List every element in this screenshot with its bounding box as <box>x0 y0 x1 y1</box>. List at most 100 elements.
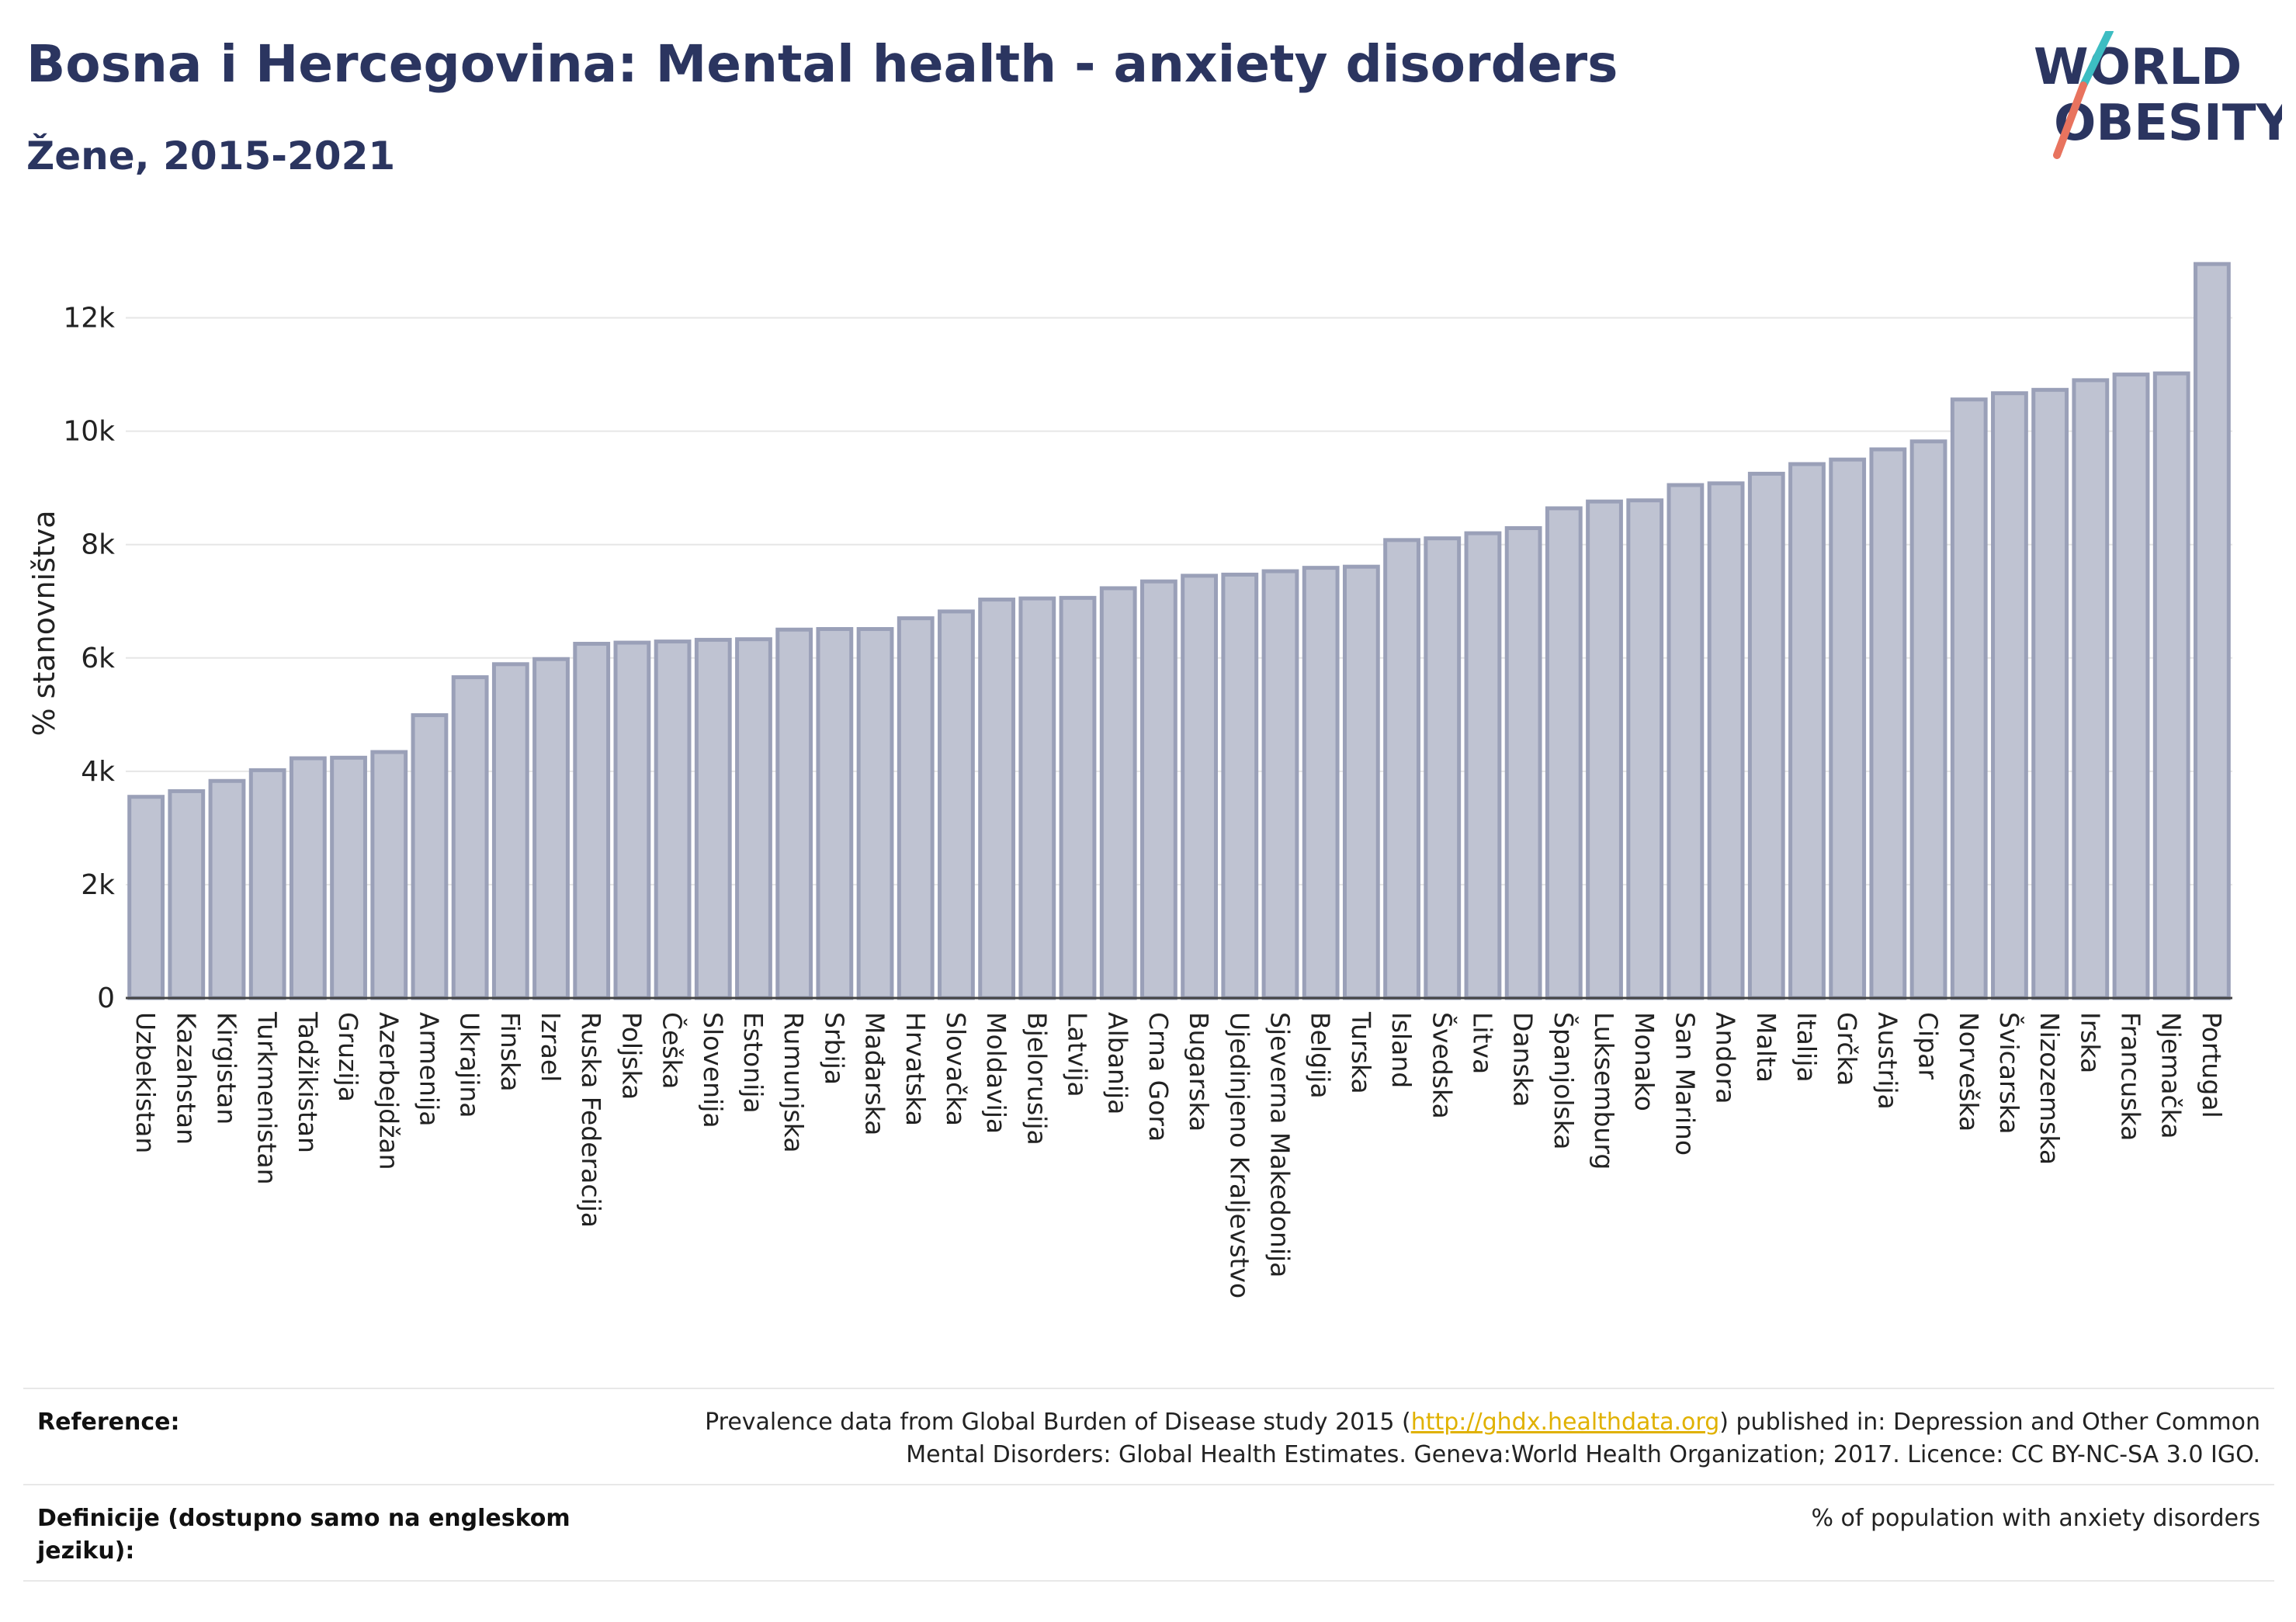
x-tick-label: Ukrajina <box>455 1012 485 1118</box>
x-tick-label: Monako <box>1629 1012 1660 1111</box>
x-tick-label: Belgija <box>1306 1012 1336 1099</box>
bar <box>2072 378 2110 1000</box>
x-tick-label: Irska <box>2075 1012 2105 1073</box>
x-tick-label: Švedska <box>1427 1012 1458 1119</box>
bar <box>654 639 692 1000</box>
x-tick-label: Estonija <box>738 1012 768 1114</box>
bar <box>938 609 975 1000</box>
bar <box>735 637 772 1000</box>
x-tick-label: Malta <box>1751 1012 1781 1083</box>
x-tick-label: Azerbejdžan <box>373 1012 404 1170</box>
bar <box>1504 526 1542 1000</box>
y-tick-label: 8k <box>81 529 115 561</box>
x-tick-label: Francuska <box>2116 1012 2146 1141</box>
x-tick-label: Poljska <box>616 1012 647 1100</box>
bar <box>1181 574 1218 1000</box>
reference-link[interactable]: http://ghdx.healthdata.org <box>1410 1409 1720 1436</box>
bar <box>168 788 206 1000</box>
x-tick-label: Austrija <box>1872 1012 1902 1110</box>
bar <box>775 627 813 1000</box>
bar <box>1909 439 1947 1000</box>
footer-divider-top <box>23 1388 2274 1389</box>
definition-text: % of population with anxiety disorders <box>1811 1505 2260 1532</box>
bar <box>1342 564 1380 1000</box>
reference-text-1: Prevalence data from Global Burden of Di… <box>705 1409 1411 1436</box>
bar <box>1626 498 1664 1000</box>
bar <box>1464 531 1502 1000</box>
definition-label: Definicije (dostupno samo na engleskom j… <box>37 1505 571 1565</box>
logo-slash-coral <box>2053 81 2087 159</box>
bar <box>1950 397 1988 1000</box>
x-tick-label: Turska <box>1346 1011 1376 1094</box>
x-tick-label: Sjeverna Makedonija <box>1264 1012 1295 1277</box>
bar <box>897 616 935 1000</box>
bar <box>1545 506 1583 1000</box>
y-tick-label: 12k <box>63 303 115 334</box>
x-tick-label: Slovenija <box>698 1012 728 1128</box>
bar <box>573 642 611 1000</box>
x-tick-label: Grčka <box>1832 1012 1862 1086</box>
y-tick-label: 0 <box>97 983 115 1014</box>
x-tick-label: Portugal <box>2197 1012 2227 1118</box>
reference-text-2: ) published in: Depression and Other Com… <box>1719 1409 2260 1436</box>
y-tick-label: 6k <box>81 643 115 674</box>
x-tick-label: Albanija <box>1103 1012 1133 1114</box>
bar <box>978 598 1016 1000</box>
x-tick-label: Kirgistan <box>211 1012 241 1125</box>
footer-divider-bottom <box>23 1580 2274 1582</box>
y-axis-label: % stanovništva <box>27 510 61 736</box>
x-tick-label: San Marino <box>1670 1012 1700 1156</box>
bar <box>2152 371 2190 1000</box>
x-tick-label: Švicarska <box>1994 1012 2025 1135</box>
x-tick-label: Crna Gora <box>1143 1012 1174 1142</box>
bar <box>1221 572 1259 1000</box>
y-tick-label: 10k <box>63 416 115 448</box>
bar <box>1667 483 1705 1000</box>
x-tick-label: Danska <box>1508 1012 1538 1107</box>
bar <box>2112 373 2150 1000</box>
x-tick-label: Moldavija <box>981 1012 1011 1134</box>
bar-chart: 0 2k 4k 6k 8k 10k 12k Uzbekistan Kazahstan Kirgi… <box>27 262 2232 1298</box>
x-tick-label: Mađarska <box>860 1012 890 1135</box>
bar <box>1059 595 1097 1000</box>
chart-subtitle: Žene, 2015-2021 <box>26 133 396 178</box>
logo-slash-teal <box>2079 31 2114 89</box>
footer-divider-middle <box>23 1484 2274 1485</box>
x-tick-label: Island <box>1386 1012 1417 1088</box>
bar <box>1099 586 1137 1000</box>
x-tick-label: Španjolska <box>1549 1012 1580 1150</box>
x-tick-label: Slovačka <box>941 1012 971 1126</box>
bar <box>451 675 489 1000</box>
x-tick-label: Njemačka <box>2156 1012 2187 1139</box>
bar <box>1302 566 1340 1000</box>
bar <box>2194 262 2231 1000</box>
bar <box>1707 481 1745 1000</box>
y-axis-ticks: 0 2k 4k 6k 8k 10k 12k <box>63 303 115 1014</box>
bar <box>1829 457 1867 1000</box>
bar <box>1424 536 1462 1000</box>
bar <box>491 662 529 1000</box>
x-tick-label: Armenija <box>414 1012 444 1127</box>
x-tick-label: Norveška <box>1954 1012 1984 1132</box>
x-tick-label: Ujedinjeno Kraljevstvo <box>1224 1012 1254 1298</box>
bar <box>613 640 651 1000</box>
y-tick-label: 2k <box>81 869 115 901</box>
x-tick-label: Litva <box>1467 1012 1497 1074</box>
bar <box>532 657 570 1000</box>
x-tick-label: Uzbekistan <box>130 1012 161 1153</box>
bar <box>1991 391 2028 1000</box>
bar <box>2031 387 2069 1000</box>
x-tick-label: Luksemburg <box>1589 1012 1619 1170</box>
bar <box>1747 471 1785 1000</box>
reference-text-3: Mental Disorders: Global Health Estimate… <box>906 1441 2260 1468</box>
bar <box>856 627 894 1000</box>
bar <box>248 768 286 1000</box>
chart-title: Bosna i Hercegovina: Mental health - anx… <box>26 34 1618 94</box>
x-tick-label: Tadžikistan <box>293 1011 323 1153</box>
x-tick-label: Hrvatska <box>900 1012 931 1126</box>
x-tick-label: Srbija <box>819 1012 849 1085</box>
x-tick-label: Kazahstan <box>171 1012 201 1145</box>
y-tick-label: 4k <box>81 756 115 788</box>
x-tick-label: Bugarska <box>1184 1012 1214 1132</box>
x-tick-label: Latvija <box>1063 1012 1093 1097</box>
